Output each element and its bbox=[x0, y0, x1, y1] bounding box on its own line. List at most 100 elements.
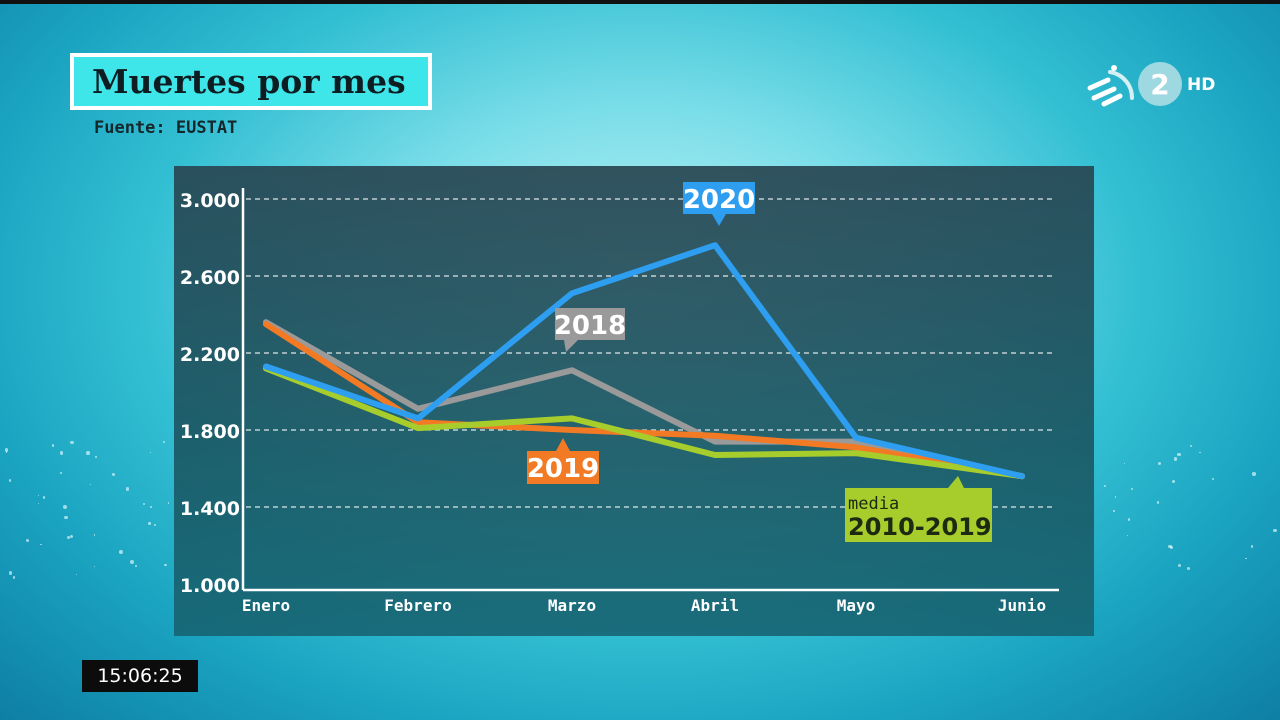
series-line-s2019 bbox=[263, 321, 1025, 480]
sparkle-dot bbox=[142, 503, 145, 506]
sparkle-dot bbox=[1131, 488, 1134, 491]
sparkle-dot bbox=[4, 448, 8, 452]
sparkle-dot bbox=[1177, 563, 1181, 567]
sparkle-dot bbox=[1123, 463, 1125, 465]
sparkle-dot bbox=[59, 451, 64, 455]
sparkle-dot bbox=[1127, 518, 1131, 521]
sparkle-dot bbox=[26, 538, 30, 543]
label-2020: 2020 bbox=[683, 182, 755, 226]
label-2019-text: 2019 bbox=[527, 454, 599, 484]
sparkle-dot bbox=[1115, 496, 1117, 498]
series-line-smedia bbox=[263, 365, 1025, 480]
sparkle-dot bbox=[64, 515, 68, 520]
logo-number: 2 bbox=[1150, 68, 1169, 101]
sparkle-dot bbox=[1157, 461, 1162, 465]
x-tick-label: Enero bbox=[242, 596, 290, 615]
sparkle-dot bbox=[40, 544, 42, 546]
sparkle-dot bbox=[60, 472, 63, 475]
channel-logo-icon bbox=[1087, 65, 1135, 107]
series-line-s2020 bbox=[263, 242, 1025, 480]
sparkle-dot bbox=[130, 560, 135, 565]
label-2019: 2019 bbox=[527, 438, 599, 484]
sparkle-dot bbox=[119, 550, 124, 554]
sparkle-dot bbox=[93, 534, 96, 536]
y-tick-label: 3.000 bbox=[180, 190, 240, 212]
sparkle-dot bbox=[1168, 545, 1172, 549]
label-media-small: media bbox=[848, 494, 899, 514]
sparkle-dot bbox=[1252, 472, 1256, 476]
sparkle-dot bbox=[86, 450, 90, 455]
label-2020-text: 2020 bbox=[683, 185, 755, 215]
sparkle-dot bbox=[1177, 452, 1182, 457]
chart-title: Muertes por mes bbox=[92, 62, 406, 101]
sparkle-dot bbox=[94, 566, 96, 568]
sparkle-dot bbox=[1104, 485, 1107, 488]
sparkle-dot bbox=[51, 444, 55, 447]
top-bar bbox=[0, 0, 1280, 4]
label-media-big: 2010-2019 bbox=[848, 513, 992, 541]
sparkle-dot bbox=[70, 441, 74, 445]
sparkle-dot bbox=[1190, 444, 1193, 448]
channel-logo: 2 HD bbox=[1087, 62, 1215, 107]
sparkle-dot bbox=[1245, 558, 1247, 560]
sparkle-dot bbox=[62, 505, 67, 510]
x-tick-label: Mayo bbox=[837, 596, 876, 615]
sparkle-dot bbox=[148, 522, 151, 525]
sparkle-dot bbox=[149, 451, 151, 453]
sparkle-dot bbox=[95, 456, 98, 458]
y-tick-label: 1.000 bbox=[180, 575, 240, 597]
x-axis-labels: Enero Febrero Marzo Abril Mayo Junio bbox=[242, 596, 1046, 615]
sparkle-dot bbox=[89, 484, 91, 486]
sparkle-dot bbox=[167, 502, 170, 505]
sparkle-dot bbox=[1250, 544, 1254, 548]
sparkle-dot bbox=[1126, 534, 1129, 537]
sparkle-dot bbox=[1156, 501, 1160, 504]
title-box: Muertes por mes bbox=[70, 53, 432, 110]
label-2018: 2018 bbox=[554, 308, 626, 352]
x-tick-label: Marzo bbox=[548, 596, 596, 615]
sparkle-dot bbox=[1187, 566, 1191, 570]
sparkle-dot bbox=[162, 440, 165, 444]
sparkle-dot bbox=[1173, 456, 1178, 461]
y-axis-labels: 1.000 1.400 1.800 2.200 2.600 3.000 bbox=[180, 190, 240, 597]
sparkle-dot bbox=[75, 573, 78, 576]
sparkle-dot bbox=[8, 571, 13, 576]
sparkle-dot bbox=[1273, 528, 1277, 533]
clock: 15:06:25 bbox=[82, 660, 198, 692]
sparkle-dot bbox=[164, 564, 167, 567]
sparkle-dot bbox=[1113, 509, 1116, 512]
chart-panel: 1.000 1.400 1.800 2.200 2.600 3.000 Enero Febr… bbox=[174, 166, 1094, 636]
logo-circle bbox=[1138, 62, 1182, 106]
sparkle-dot bbox=[1199, 451, 1201, 454]
sparkle-dot bbox=[1171, 479, 1176, 484]
series-line-s2018 bbox=[263, 319, 1025, 480]
sparkle-dot bbox=[38, 503, 40, 505]
y-tick-label: 2.200 bbox=[180, 344, 240, 366]
sparkle-dot bbox=[42, 496, 46, 499]
sparkle-dot bbox=[12, 576, 16, 579]
label-2018-text: 2018 bbox=[554, 311, 626, 341]
sparkle-dot bbox=[111, 472, 115, 476]
y-tick-label: 1.800 bbox=[180, 421, 240, 443]
y-tick-label: 1.400 bbox=[180, 498, 240, 520]
sparkle-dot bbox=[8, 479, 12, 482]
sparkle-dot bbox=[70, 535, 74, 539]
sparkle-dot bbox=[66, 536, 71, 540]
sparkle-dot bbox=[1170, 546, 1174, 550]
source-text: Fuente: EUSTAT bbox=[94, 118, 238, 138]
logo-quality: HD bbox=[1187, 75, 1215, 95]
y-tick-label: 2.600 bbox=[180, 267, 240, 289]
sparkle-dot bbox=[125, 487, 130, 492]
sparkle-dot bbox=[37, 494, 40, 496]
sparkle-dot bbox=[150, 505, 152, 508]
label-media: media 2010-2019 bbox=[845, 476, 992, 542]
series-lines bbox=[263, 242, 1025, 480]
line-chart: 1.000 1.400 1.800 2.200 2.600 3.000 Enero Febr… bbox=[180, 182, 1059, 615]
sparkle-dot bbox=[154, 523, 157, 527]
x-tick-label: Febrero bbox=[384, 596, 451, 615]
x-tick-label: Abril bbox=[691, 596, 739, 615]
sparkle-dot bbox=[6, 451, 8, 453]
sparkle-dot bbox=[1211, 477, 1214, 480]
x-tick-label: Junio bbox=[998, 596, 1046, 615]
sparkle-dot bbox=[134, 565, 137, 568]
